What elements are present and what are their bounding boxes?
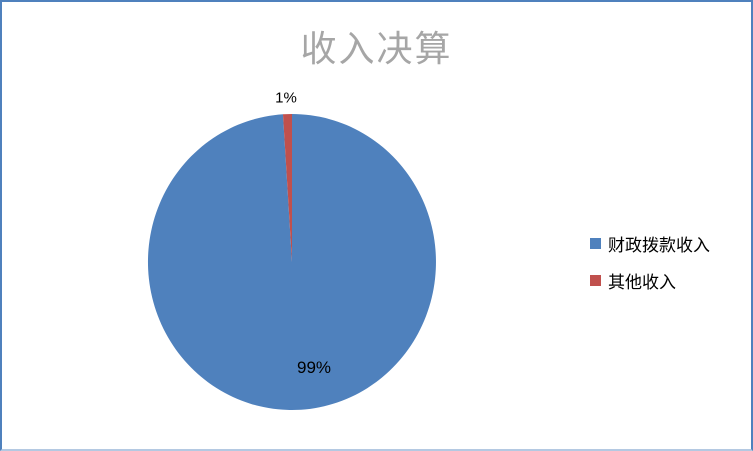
pie-slice-1[interactable] bbox=[282, 113, 292, 262]
legend: 财政拨款收入 其他收入 bbox=[590, 233, 710, 307]
pie-slice-0[interactable] bbox=[147, 114, 436, 410]
data-label-majority-slice: 99% bbox=[296, 358, 332, 377]
chart-title: 收入决算 bbox=[300, 29, 453, 69]
legend-swatch-blue-icon bbox=[590, 237, 601, 249]
legend-label: 其他收入 bbox=[608, 272, 676, 292]
legend-item-other-income[interactable]: 其他收入 bbox=[590, 270, 710, 292]
legend-swatch-red-icon bbox=[590, 274, 601, 286]
data-label-minority-slice: 1% bbox=[275, 89, 297, 107]
legend-label: 财政拨款收入 bbox=[608, 235, 710, 255]
legend-item-fiscal-income[interactable]: 财政拨款收入 bbox=[590, 233, 710, 255]
